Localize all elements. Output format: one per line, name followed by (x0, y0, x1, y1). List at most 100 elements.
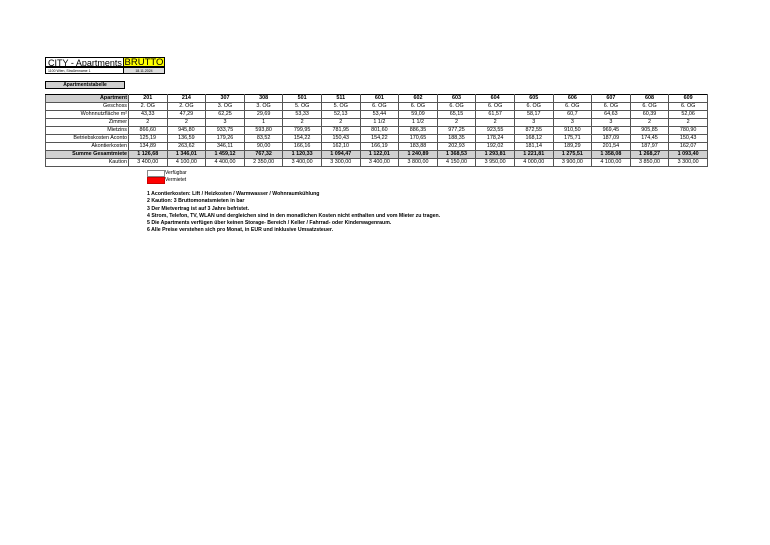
table-row: Wohnnutzfläche m² 43,33 47,29 62,25 29,69 53,… (45, 110, 708, 119)
table-cell: 154,22 (282, 134, 322, 143)
table-cell: 2. OG (128, 102, 168, 111)
footnote: 5 Die Apartments verfügen über keinen St… (147, 220, 392, 227)
apartment-header: 607 (591, 94, 631, 103)
table-cell: 1 122,01 (359, 150, 400, 159)
table-cell: 969,45 (591, 126, 631, 135)
table-cell: 6. OG (513, 102, 554, 111)
apartment-header: 501 (282, 94, 322, 103)
date: 18.11.2024 (123, 67, 165, 74)
table-cell: 64,63 (591, 110, 631, 119)
table-cell: 4 150,00 (436, 158, 477, 167)
table-cell: 1 268,27 (629, 150, 670, 159)
table-cell: 2 (475, 118, 515, 127)
table-cell: 202,93 (436, 142, 477, 151)
legend-item-rented: Vermietet (147, 177, 187, 184)
table-cell: 187,97 (629, 142, 670, 151)
legend-swatch-rented (147, 177, 165, 184)
row-label: Zimmer (45, 118, 129, 127)
row-label: Apartment (45, 94, 129, 103)
table-cell: 866,60 (128, 126, 168, 135)
address: 1100 Wien, Straßenname 1 (45, 67, 124, 74)
table-row: Mietzins 866,60 945,80 933,75 593,80 799,95 78… (45, 126, 708, 135)
table-cell: 53,44 (359, 110, 400, 119)
row-label: Summe Gesamtmiete (45, 150, 129, 159)
legend-label: Verfügbar (165, 170, 187, 176)
legend-item-available: Verfügbar (147, 170, 187, 177)
table-cell: 2 (436, 118, 477, 127)
table-cell: 60,39 (629, 110, 670, 119)
table-cell: 799,95 (282, 126, 322, 135)
table-cell: 174,45 (629, 134, 670, 143)
table-cell: 183,88 (398, 142, 438, 151)
table-cell: 3. OG (205, 102, 245, 111)
footnote: 4 Strom, Telefon, TV, WLAN und dergleich… (147, 212, 441, 219)
table-row: Kaution 3 400,00 4 100,00 4 400,00 2 350,00 3… (45, 158, 708, 167)
apartment-header: 201 (128, 94, 168, 103)
table-cell: 6. OG (359, 102, 400, 111)
legend-label: Vermietet (165, 177, 187, 183)
table-cell: 3 850,00 (629, 158, 670, 167)
table-cell: 43,33 (128, 110, 168, 119)
table-cell: 2 (629, 118, 670, 127)
table-cell: 872,55 (513, 126, 554, 135)
footnote: 6 Alle Preise verstehen sich pro Monat, … (147, 227, 334, 234)
footnote: 1 Acontierkosten: Lift / Heizkosten / Wa… (147, 191, 320, 197)
table-cell: 189,29 (552, 142, 593, 151)
table-cell: 150,43 (668, 134, 708, 143)
table-cell: 1 120,33 (282, 150, 322, 159)
table-cell: 781,95 (320, 126, 361, 135)
table-cell: 168,12 (513, 134, 554, 143)
footnote: 2 Kaution: 3 Bruttomonatsmieten in bar (147, 198, 245, 205)
row-label: Betriebskosten Aconto (45, 134, 129, 143)
table-cell: 136,59 (166, 134, 207, 143)
table-cell: 6. OG (668, 102, 708, 111)
table-cell: 181,14 (513, 142, 554, 151)
table-row: Apartment 201 214 307 308 501 511 601 602 603 604 6… (45, 94, 708, 103)
row-label: Akontierkosten (45, 142, 129, 151)
table-cell: 1 275,51 (552, 150, 593, 159)
table-cell: 1 126,68 (128, 150, 168, 159)
table-cell: 1 093,40 (668, 150, 708, 159)
table-cell: 2 (668, 118, 708, 127)
table-cell: 2. OG (166, 102, 207, 111)
table-cell: 61,57 (475, 110, 515, 119)
apartment-header: 511 (320, 94, 361, 103)
table-cell: 2 (282, 118, 322, 127)
table-cell: 3 (513, 118, 554, 127)
table-cell: 977,25 (436, 126, 477, 135)
table-cell: 1 240,89 (398, 150, 438, 159)
apartment-table: Apartment 201 214 307 308 501 511 601 602 603 604 6… (45, 94, 708, 167)
table-cell: 905,85 (629, 126, 670, 135)
apartment-header: 608 (629, 94, 670, 103)
table-cell: 2 (128, 118, 168, 127)
table-cell: 6. OG (591, 102, 631, 111)
table-cell: 6. OG (629, 102, 670, 111)
table-cell: 1 1/2 (398, 118, 438, 127)
table-cell: 58,17 (513, 110, 554, 119)
table-cell: 2 (166, 118, 207, 127)
table-cell: 150,43 (320, 134, 361, 143)
table-cell: 166,16 (282, 142, 322, 151)
table-cell: 47,29 (166, 110, 207, 119)
table-row: Summe Gesamtmiete 1 126,68 1 346,01 1 459,1… (45, 150, 708, 159)
footnotes: 1 Acontierkosten: Lift / Heizkosten / Wa… (147, 191, 440, 235)
row-label: Mietzins (45, 126, 129, 135)
table-cell: 166,19 (359, 142, 400, 151)
apartment-header: 308 (243, 94, 284, 103)
table-cell: 3 300,00 (668, 158, 708, 167)
table-cell: 1 358,08 (591, 150, 631, 159)
table-cell: 4 100,00 (591, 158, 631, 167)
document-title: CITY - Apartments (45, 57, 124, 68)
table-cell: 52,06 (668, 110, 708, 119)
row-label: Kaution (45, 158, 129, 167)
table-cell: 5. OG (282, 102, 322, 111)
table-cell: 767,32 (243, 150, 284, 159)
table-cell: 1 221,81 (513, 150, 554, 159)
table-cell: 53,33 (282, 110, 322, 119)
table-cell: 188,35 (436, 134, 477, 143)
apartment-header: 601 (359, 94, 400, 103)
apartment-header: 214 (166, 94, 207, 103)
table-cell: 1 094,47 (320, 150, 361, 159)
table-cell: 3 950,00 (475, 158, 515, 167)
table-cell: 2 (320, 118, 361, 127)
